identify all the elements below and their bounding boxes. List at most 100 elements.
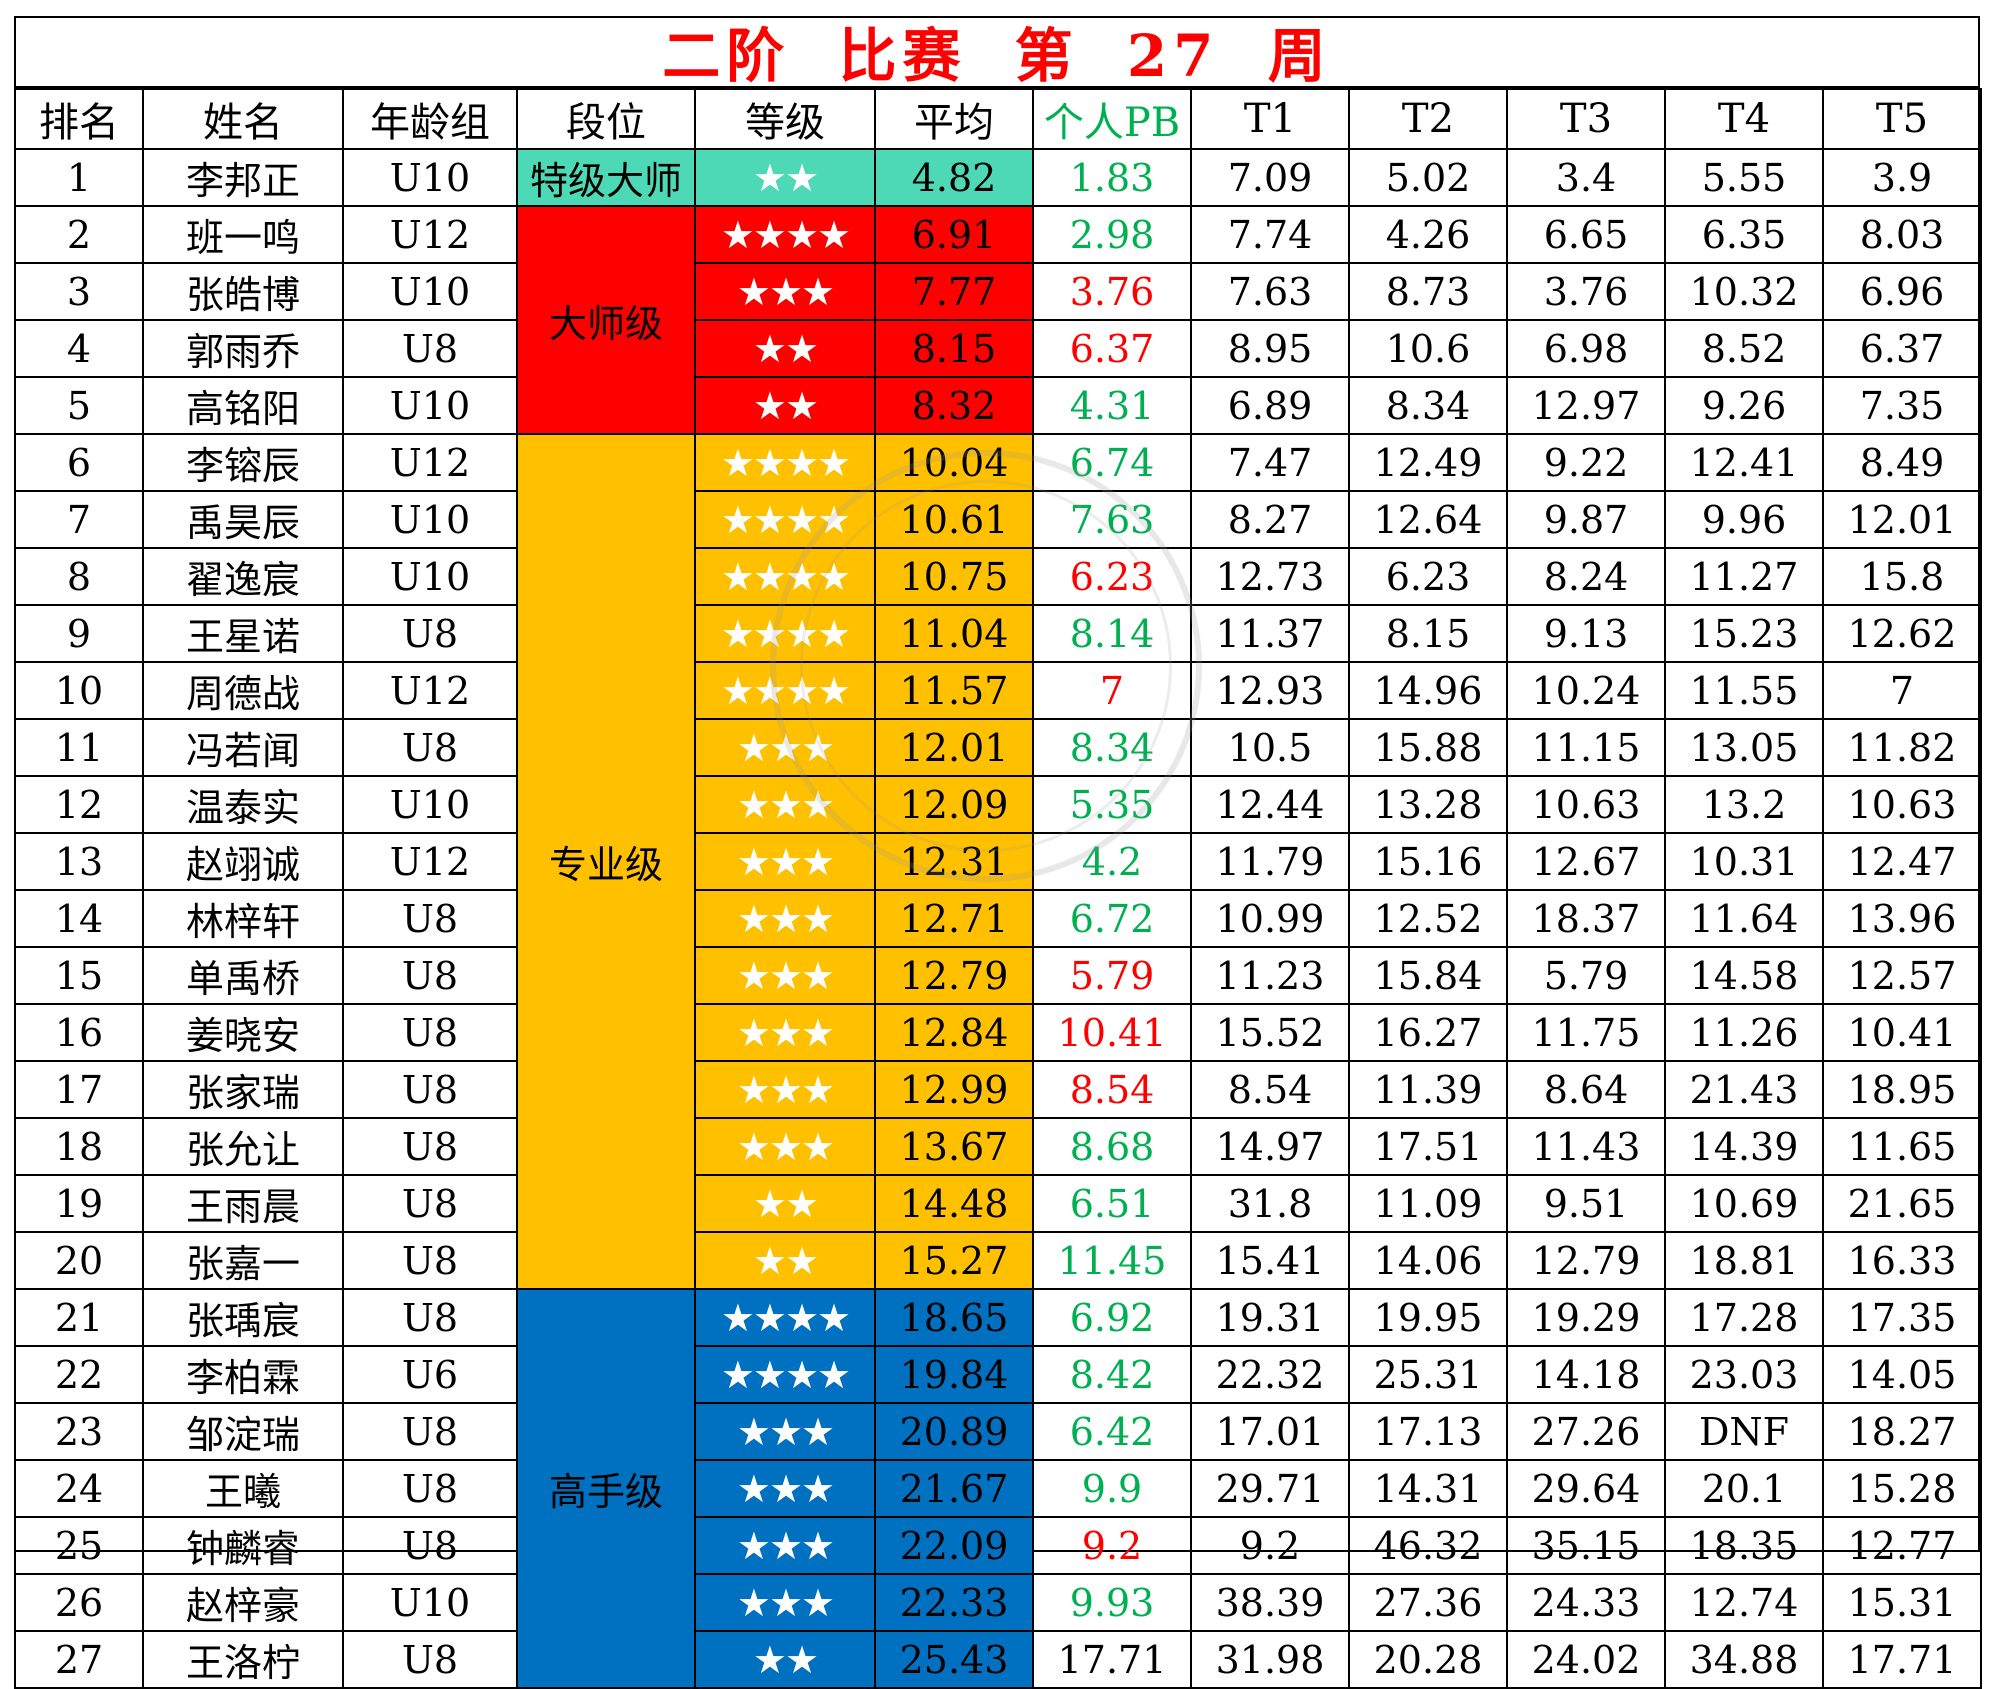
page-title: 二阶 比赛 第 27 周 [14, 16, 1980, 90]
level-stars-cell: ★★★★ [694, 661, 876, 720]
trial-t2-cell: 8.15 [1348, 604, 1508, 663]
name-cell: 张家瑞 [142, 1060, 344, 1119]
age-group-cell: U10 [342, 490, 518, 549]
rank-cell: 14 [14, 889, 144, 948]
trial-t1-cell: 29.71 [1190, 1459, 1350, 1518]
trial-t4-cell: 8.52 [1664, 319, 1824, 378]
age-group-cell: U10 [342, 1573, 518, 1632]
trial-t4-cell: 5.55 [1664, 148, 1824, 207]
trial-t5-cell: 14.05 [1822, 1345, 1982, 1404]
personal-pb-cell: 6.72 [1032, 889, 1192, 948]
age-group-cell: U10 [342, 148, 518, 207]
rank-cell: 22 [14, 1345, 144, 1404]
trial-t5-cell: 15.28 [1822, 1459, 1982, 1518]
trial-t2-cell: 15.88 [1348, 718, 1508, 777]
trial-t2-cell: 15.84 [1348, 946, 1508, 1005]
trial-t3-cell: 11.43 [1506, 1117, 1666, 1176]
level-stars-cell: ★★ [694, 1174, 876, 1233]
trial-t2-cell: 46.32 [1348, 1516, 1508, 1575]
rank-cell: 8 [14, 547, 144, 606]
age-group-cell: U8 [342, 1516, 518, 1575]
trial-t4-cell: 11.55 [1664, 661, 1824, 720]
age-group-cell: U8 [342, 889, 518, 948]
trial-t4-cell: 18.35 [1664, 1516, 1824, 1575]
trial-t1-cell: 7.47 [1190, 433, 1350, 492]
trial-t3-cell: 12.79 [1506, 1231, 1666, 1290]
trial-t3-cell: 8.64 [1506, 1060, 1666, 1119]
age-group-cell: U8 [342, 1630, 518, 1689]
age-group-cell: U12 [342, 433, 518, 492]
level-stars-cell: ★★★ [694, 718, 876, 777]
trial-t2-cell: 10.6 [1348, 319, 1508, 378]
trial-t2-cell: 6.23 [1348, 547, 1508, 606]
trial-t4-cell: 11.26 [1664, 1003, 1824, 1062]
average-cell: 12.01 [874, 718, 1034, 777]
rank-cell: 5 [14, 376, 144, 435]
personal-pb-cell: 10.41 [1032, 1003, 1192, 1062]
age-group-cell: U12 [342, 661, 518, 720]
age-group-cell: U8 [342, 1060, 518, 1119]
trial-t2-cell: 14.31 [1348, 1459, 1508, 1518]
rank-cell: 7 [14, 490, 144, 549]
age-group-cell: U10 [342, 547, 518, 606]
trial-t3-cell: 14.18 [1506, 1345, 1666, 1404]
trial-t2-cell: 11.39 [1348, 1060, 1508, 1119]
table-row: 17 张家瑞 U8 ★★★ 12.99 8.54 8.54 11.39 8.64 21.43 18.… [14, 1060, 1982, 1119]
name-cell: 李镕辰 [142, 433, 344, 492]
average-cell: 11.57 [874, 661, 1034, 720]
name-cell: 单禹桥 [142, 946, 344, 1005]
trial-t1-cell: 10.99 [1190, 889, 1350, 948]
rank-cell: 10 [14, 661, 144, 720]
trial-t3-cell: 6.98 [1506, 319, 1666, 378]
average-cell: 19.84 [874, 1345, 1034, 1404]
level-stars-cell: ★★ [694, 319, 876, 378]
trial-t3-cell: 5.79 [1506, 946, 1666, 1005]
trial-t1-cell: 7.74 [1190, 205, 1350, 264]
trial-t3-cell: 9.22 [1506, 433, 1666, 492]
trial-t5-cell: 11.65 [1822, 1117, 1982, 1176]
table-row: 11 冯若闻 U8 ★★★ 12.01 8.34 10.5 15.88 11.15 13.05 11… [14, 718, 1982, 777]
trial-t2-cell: 17.13 [1348, 1402, 1508, 1461]
level-stars-cell: ★★ [694, 148, 876, 207]
age-group-cell: U8 [342, 718, 518, 777]
level-stars-cell: ★★★ [694, 1003, 876, 1062]
level-stars-cell: ★★ [694, 376, 876, 435]
trial-t1-cell: 12.93 [1190, 661, 1350, 720]
trial-t1-cell: 11.37 [1190, 604, 1350, 663]
age-group-cell: U8 [342, 1003, 518, 1062]
level-stars-cell: ★★★ [694, 262, 876, 321]
trial-t2-cell: 20.28 [1348, 1630, 1508, 1689]
rank-cell: 17 [14, 1060, 144, 1119]
trial-t4-cell: 17.28 [1664, 1288, 1824, 1347]
col-header-age-group: 年龄组 [342, 88, 518, 150]
level-stars-cell: ★★★ [694, 775, 876, 834]
name-cell: 王曦 [142, 1459, 344, 1518]
trial-t5-cell: 15.8 [1822, 547, 1982, 606]
average-cell: 21.67 [874, 1459, 1034, 1518]
personal-pb-cell: 7 [1032, 661, 1192, 720]
table-row: 9 王星诺 U8 ★★★★ 11.04 8.14 11.37 8.15 9.13 15.23 12.… [14, 604, 1982, 663]
table-body: 1 李邦正 U10 特级大师 ★★ 4.82 1.83 7.09 5.02 3.4 5.55 3.9 2… [14, 148, 1982, 1689]
trial-t2-cell: 4.26 [1348, 205, 1508, 264]
trial-t3-cell: 12.97 [1506, 376, 1666, 435]
average-cell: 22.33 [874, 1573, 1034, 1632]
average-cell: 12.31 [874, 832, 1034, 891]
name-cell: 王雨晨 [142, 1174, 344, 1233]
trial-t3-cell: 6.65 [1506, 205, 1666, 264]
rank-cell: 23 [14, 1402, 144, 1461]
trial-t1-cell: 11.79 [1190, 832, 1350, 891]
personal-pb-cell: 9.93 [1032, 1573, 1192, 1632]
age-group-cell: U8 [342, 604, 518, 663]
table-row: 24 王曦 U8 ★★★ 21.67 9.9 29.71 14.31 29.64 20.1 15.2… [14, 1459, 1982, 1518]
name-cell: 冯若闻 [142, 718, 344, 777]
average-cell: 10.04 [874, 433, 1034, 492]
average-cell: 22.09 [874, 1516, 1034, 1575]
trial-t3-cell: 35.15 [1506, 1516, 1666, 1575]
average-cell: 11.04 [874, 604, 1034, 663]
age-group-cell: U12 [342, 205, 518, 264]
trial-t2-cell: 8.34 [1348, 376, 1508, 435]
trial-t4-cell: 9.26 [1664, 376, 1824, 435]
trial-t1-cell: 8.95 [1190, 319, 1350, 378]
personal-pb-cell: 6.42 [1032, 1402, 1192, 1461]
trial-t4-cell: 34.88 [1664, 1630, 1824, 1689]
